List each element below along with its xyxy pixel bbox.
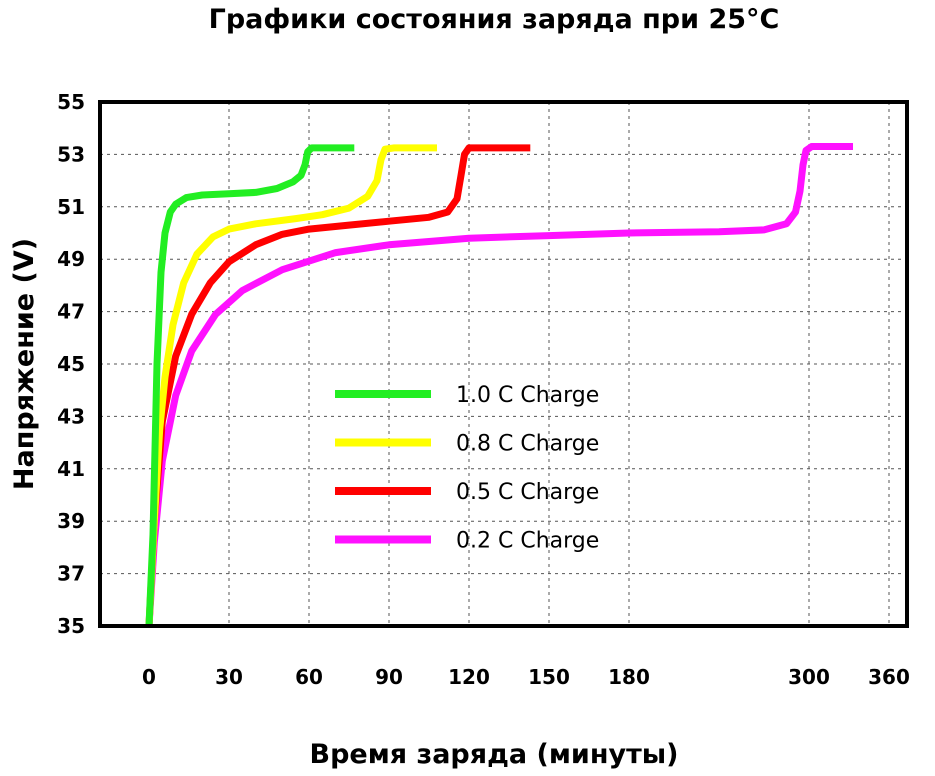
legend: 1.0 C Charge 0.8 C Charge 0.5 C Charge 0.2 … — [335, 383, 599, 554]
x-tick-label: 120 — [448, 665, 490, 689]
x-tick-labels: 0 30 60 90 120 150 180 300 360 — [142, 665, 910, 689]
x-tick-label: 150 — [528, 665, 570, 689]
y-tick-labels: 55 53 51 49 47 45 43 41 39 37 35 — [57, 90, 85, 638]
x-tick-label: 90 — [375, 665, 403, 689]
series-line — [145, 144, 355, 627]
chart-title: Графики состояния заряда при 25°C — [209, 4, 780, 35]
x-axis-title: Время заряда (минуты) — [309, 739, 678, 770]
legend-label: 0.5 C Charge — [456, 480, 599, 505]
y-tick-label: 45 — [57, 352, 85, 376]
series-line — [145, 144, 531, 627]
legend-label: 1.0 C Charge — [456, 383, 599, 408]
y-tick-label: 49 — [57, 247, 85, 271]
y-tick-label: 41 — [57, 457, 85, 481]
x-tick-label: 300 — [788, 665, 830, 689]
x-tick-label: 30 — [215, 665, 243, 689]
x-tick-label: 0 — [142, 665, 156, 689]
grid-lines — [100, 102, 907, 626]
x-tick-label: 180 — [608, 665, 650, 689]
y-axis-title: Напряжение (V) — [9, 238, 40, 490]
y-tick-label: 43 — [57, 404, 85, 428]
series-line — [145, 144, 437, 627]
plot-frame — [98, 100, 909, 628]
y-tick-label: 55 — [57, 90, 85, 114]
legend-label: 0.2 C Charge — [456, 529, 599, 554]
y-tick-label: 39 — [57, 509, 85, 533]
series-layer — [145, 143, 853, 627]
y-tick-label: 51 — [57, 195, 85, 219]
y-tick-label: 53 — [57, 142, 85, 166]
y-tick-label: 35 — [57, 614, 85, 638]
y-tick-label: 37 — [57, 562, 85, 586]
series-line — [145, 143, 853, 627]
y-tick-label: 47 — [57, 300, 85, 324]
x-tick-label: 360 — [868, 665, 910, 689]
legend-label: 0.8 C Charge — [456, 432, 599, 457]
x-tick-label: 60 — [295, 665, 323, 689]
